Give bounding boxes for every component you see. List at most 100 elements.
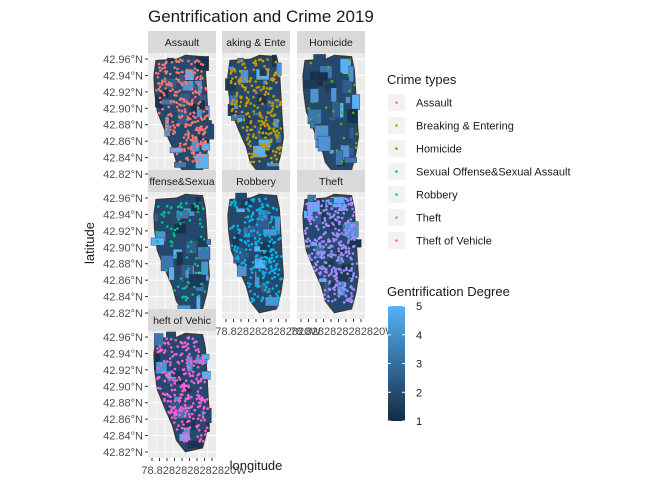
crime-point <box>337 208 341 212</box>
crime-point <box>160 221 164 224</box>
crime-point <box>172 100 176 103</box>
crime-point <box>195 257 198 260</box>
crime-point <box>196 68 199 72</box>
crime-point <box>159 362 163 366</box>
crime-point <box>346 272 350 276</box>
crime-point <box>324 231 327 235</box>
crime-point <box>334 238 338 241</box>
crime-point <box>250 271 254 274</box>
crime-point <box>350 269 353 272</box>
crime-point <box>163 393 167 397</box>
crime-point <box>273 275 277 279</box>
crime-point <box>278 103 282 107</box>
crime-point <box>242 261 246 265</box>
crime-point <box>173 353 176 356</box>
crime-point <box>258 114 262 117</box>
crime-point <box>200 225 204 229</box>
crime-point <box>276 119 280 122</box>
crime-point <box>262 272 265 276</box>
crime-point <box>198 247 202 251</box>
crime-point <box>350 225 354 229</box>
crime-point <box>229 79 233 83</box>
crime-point <box>323 289 327 292</box>
crime-point <box>267 143 271 147</box>
crime-point <box>191 136 195 139</box>
crime-point <box>267 92 270 96</box>
crime-point <box>353 210 356 214</box>
crime-point <box>239 95 242 98</box>
crime-point <box>269 131 273 135</box>
crime-point <box>355 275 358 279</box>
crime-point <box>173 130 177 134</box>
crime-point <box>351 214 355 217</box>
crime-point <box>337 295 341 298</box>
crime-point <box>193 155 196 159</box>
y-tick-label: 42.88°N <box>103 259 143 271</box>
crime-point <box>169 346 173 349</box>
crime-point <box>277 296 280 300</box>
census-tract <box>158 216 170 232</box>
crime-point <box>322 256 326 259</box>
legend-swatch <box>395 170 398 173</box>
crime-point <box>159 89 162 93</box>
facet-panel: Homicide <box>297 31 365 180</box>
crime-point <box>271 269 275 272</box>
crime-point <box>174 409 178 412</box>
crime-point <box>170 84 173 88</box>
crime-point <box>317 237 321 240</box>
y-tick-label: 42.84°N <box>103 431 143 443</box>
crime-point <box>200 434 203 437</box>
crime-point <box>179 212 183 216</box>
crime-point <box>201 156 204 160</box>
crime-point <box>196 365 200 369</box>
crime-point <box>192 115 195 118</box>
crime-point <box>280 255 283 258</box>
crime-point <box>175 123 179 127</box>
legend-swatch <box>395 216 398 219</box>
crime-point <box>178 399 182 403</box>
crime-point <box>352 230 356 234</box>
crime-point <box>236 246 240 250</box>
crime-point <box>186 342 190 346</box>
crime-point <box>279 101 282 104</box>
crime-point <box>340 251 343 255</box>
crime-point <box>261 203 264 206</box>
crime-point <box>202 138 205 141</box>
crime-point <box>198 394 201 398</box>
crime-point <box>169 240 173 243</box>
crime-point <box>335 279 339 283</box>
crime-point <box>273 113 277 116</box>
crime-point <box>270 253 274 257</box>
crime-point <box>187 267 190 271</box>
crime-point <box>161 67 164 70</box>
crime-point <box>229 203 232 207</box>
crime-point <box>312 218 316 222</box>
crime-point <box>156 366 160 370</box>
crime-point <box>267 127 271 131</box>
crime-point <box>154 71 158 75</box>
census-tract <box>347 108 358 124</box>
crime-point <box>185 139 188 142</box>
crime-point <box>245 248 248 251</box>
crime-point <box>178 413 181 417</box>
crime-point <box>197 429 201 432</box>
crime-point <box>238 104 242 108</box>
crime-point <box>170 244 173 248</box>
crime-point <box>244 86 248 90</box>
crime-point <box>335 204 339 208</box>
crime-point <box>159 101 163 104</box>
crime-point <box>346 297 350 301</box>
crime-point <box>192 111 196 115</box>
crime-point <box>196 210 200 214</box>
crime-point <box>308 219 312 223</box>
crime-point <box>320 236 323 239</box>
crime-point <box>245 79 249 83</box>
crime-point <box>175 428 179 431</box>
crime-point <box>352 288 356 291</box>
crime-point <box>319 271 323 274</box>
crime-point <box>305 226 309 230</box>
crime-point <box>182 440 186 443</box>
crime-point <box>271 149 275 153</box>
crime-point <box>355 262 359 265</box>
crime-point <box>321 265 325 268</box>
